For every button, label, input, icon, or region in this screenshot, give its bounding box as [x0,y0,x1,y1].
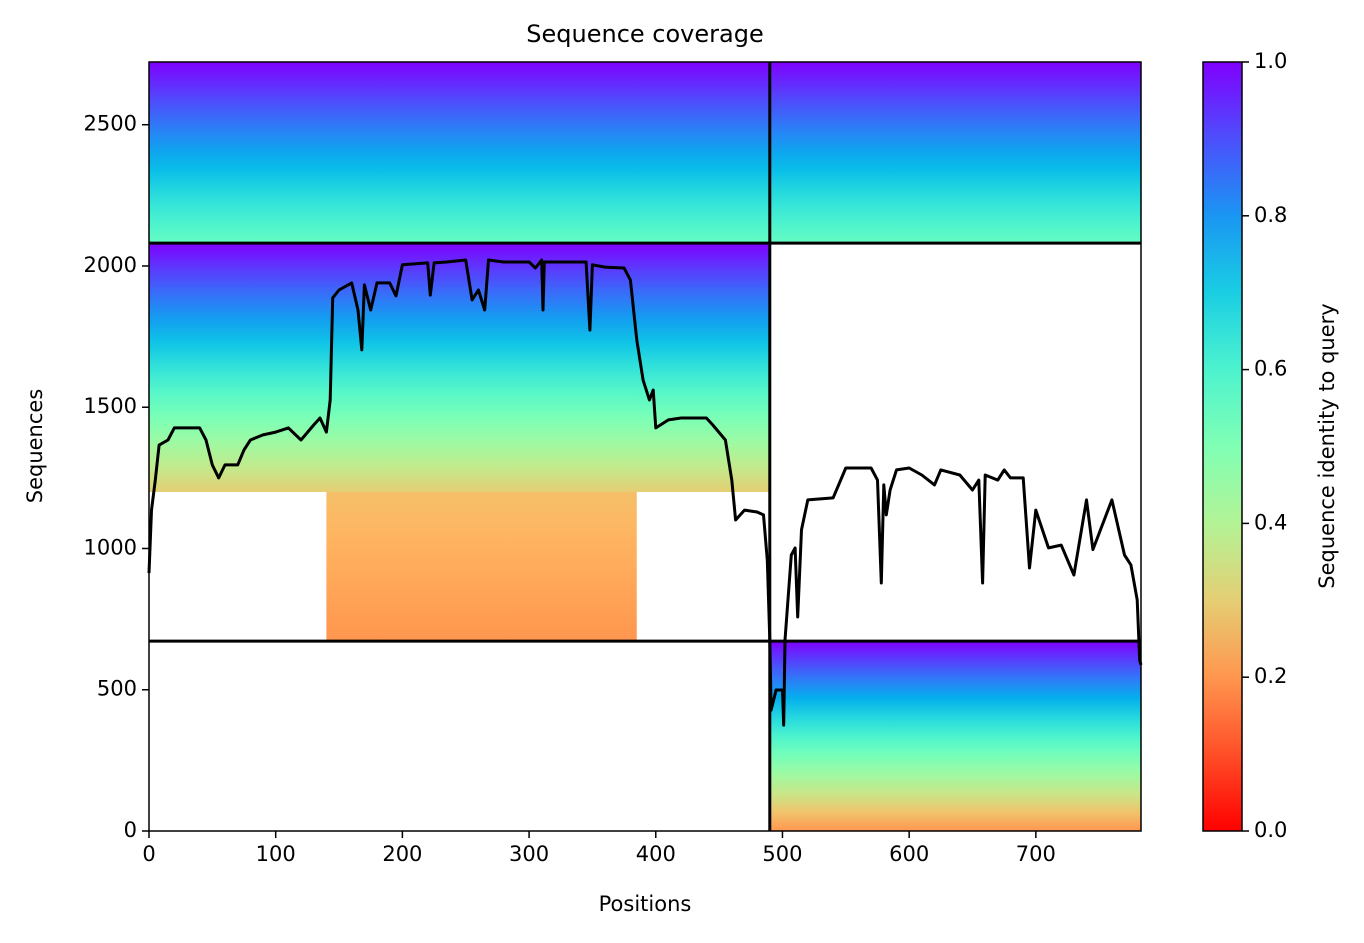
plot-frame [148,61,1142,832]
msa-block [149,243,770,492]
x-tick-label: 600 [889,842,929,866]
x-tick-label: 400 [636,842,676,866]
x-tick-label: 200 [382,842,422,866]
y-tick-label: 2500 [84,112,137,136]
y-tick-label: 1000 [84,535,137,559]
colorbar-tick-label: 0.6 [1254,357,1287,381]
msa-block [326,491,637,642]
colorbar-label: Sequence identity to query [1315,303,1339,588]
msa-block [769,62,1141,244]
x-tick-label: 0 [142,842,155,866]
colorbar-tick-label: 0.4 [1254,510,1287,534]
y-tick-label: 2000 [84,253,137,277]
x-axis-label: Positions [599,892,692,916]
x-tick-label: 300 [509,842,549,866]
y-tick-label: 500 [97,677,137,701]
colorbar-tick-label: 0.2 [1254,664,1287,688]
msa-block [769,641,1141,831]
msa-block [149,62,770,244]
colorbar-tick-label: 1.0 [1254,49,1287,73]
x-tick-label: 700 [1016,842,1056,866]
coverage-line [147,258,1143,727]
colorbar-tick-label: 0.0 [1254,818,1287,842]
y-tick-label: 0 [124,818,137,842]
y-axis-label: Sequences [23,389,47,504]
colorbar-tick-label: 0.8 [1254,203,1287,227]
colorbar [1202,61,1243,832]
y-tick-label: 1500 [84,394,137,418]
x-tick-label: 500 [762,842,802,866]
chart-title: Sequence coverage [526,20,763,48]
x-tick-label: 100 [256,842,296,866]
